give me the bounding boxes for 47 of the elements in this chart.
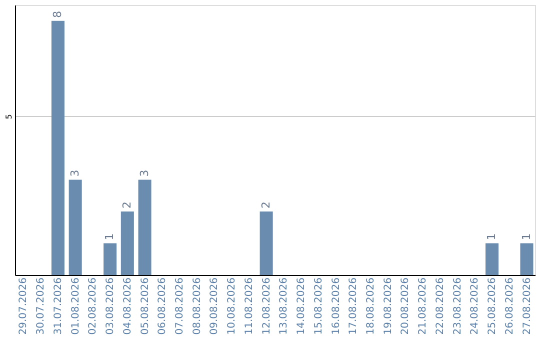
x-tick-label: 04.08.2026 (122, 278, 134, 335)
x-tick-label: 03.08.2026 (105, 278, 116, 335)
x-tick-label: 25.08.2026 (487, 278, 498, 335)
x-tick-label: 11.08.2026 (244, 278, 255, 335)
data-label: 2 (120, 201, 134, 208)
data-label: 8 (50, 10, 64, 18)
data-label: 1 (520, 233, 533, 240)
x-tick-label: 18.08.2026 (365, 278, 376, 335)
y-tick-label: 5 (4, 114, 14, 120)
x-tick-label: 02.08.2026 (88, 278, 99, 335)
bar (51, 20, 64, 275)
bar (120, 211, 134, 275)
x-tick-label: 30.07.2026 (36, 278, 47, 335)
data-label: 3 (138, 170, 151, 177)
x-tick-label: 08.08.2026 (192, 278, 203, 335)
x-tick-label: 20.08.2026 (400, 278, 412, 335)
bar (68, 180, 82, 275)
bar (486, 243, 499, 275)
x-tick-label: 09.08.2026 (209, 278, 220, 335)
x-tick-label: 12.08.2026 (261, 278, 272, 335)
x-tick-label: 07.08.2026 (174, 278, 186, 335)
x-tick-label: 24.08.2026 (470, 278, 481, 335)
data-label: 3 (68, 170, 82, 177)
x-tick-label: 16.08.2026 (330, 278, 342, 335)
bar (520, 243, 534, 275)
x-tick-label: 19.08.2026 (382, 278, 394, 335)
x-tick-label: 10.08.2026 (226, 278, 238, 335)
x-tick-label: 13.08.2026 (278, 278, 290, 335)
bar (104, 243, 117, 275)
x-tick-label: 31.07.2026 (52, 278, 64, 335)
x-tick-label: 01.08.2026 (70, 278, 82, 335)
x-tick-label: 15.08.2026 (313, 278, 324, 335)
bar (260, 211, 273, 275)
x-tick-label: 23.08.2026 (452, 278, 464, 335)
x-tick-label: 05.08.2026 (140, 278, 151, 335)
bar (138, 180, 152, 275)
x-tick-label: 27.08.2026 (522, 278, 533, 335)
x-tick-label: 06.08.2026 (157, 278, 168, 335)
x-tick-label: 14.08.2026 (296, 278, 308, 335)
x-tick-label: 21.08.2026 (418, 278, 429, 335)
data-label: 1 (485, 233, 498, 240)
x-tick-label: 17.08.2026 (348, 278, 360, 335)
x-tick-label: 29.07.2026 (18, 278, 30, 335)
data-label: 1 (103, 233, 116, 240)
x-tick-label: 26.08.2026 (504, 278, 516, 335)
x-tick-label: 22.08.2026 (434, 278, 446, 335)
data-label: 2 (259, 201, 272, 208)
